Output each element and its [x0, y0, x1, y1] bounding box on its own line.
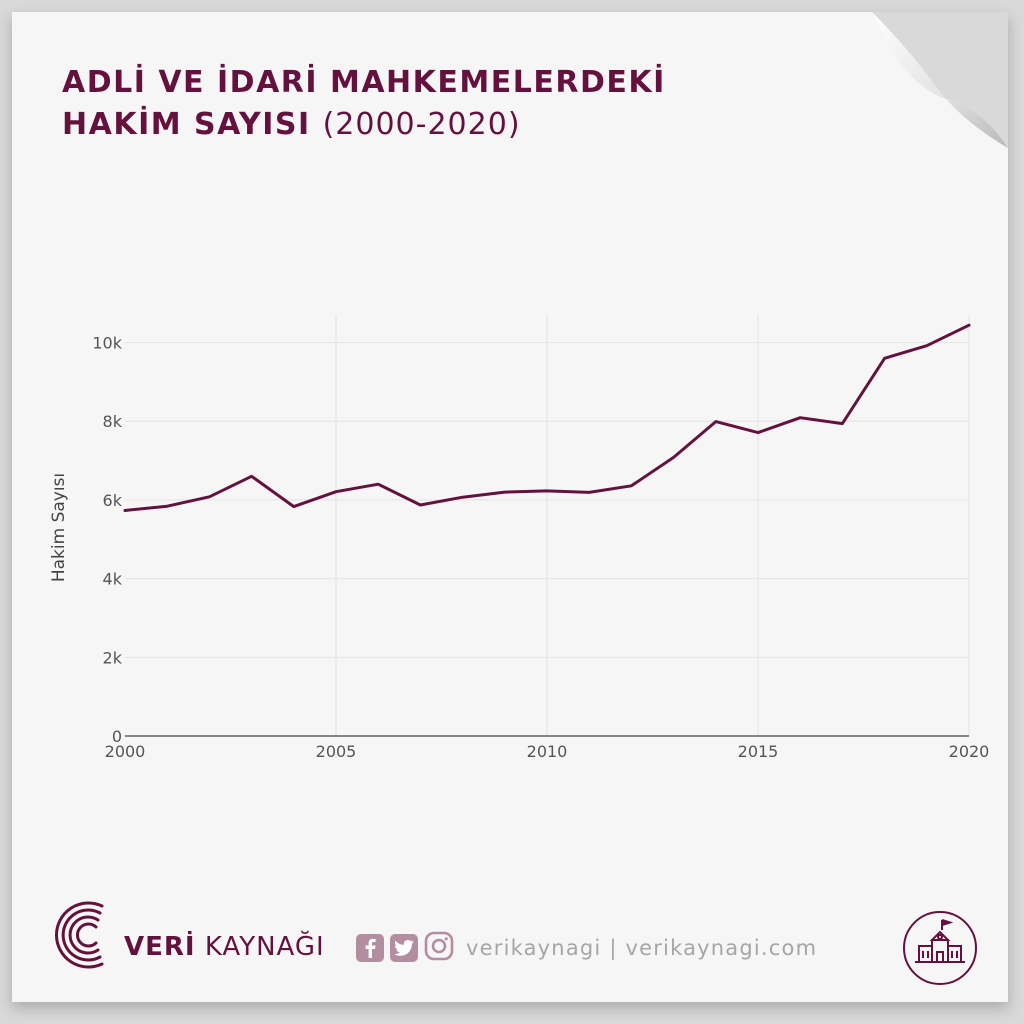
y-tick-label: 4k — [103, 570, 123, 589]
chart-title: ADLİ VE İDARİ MAHKEMELERDEKİ HAKİM SAYIS… — [62, 62, 666, 146]
twitter-icon[interactable] — [390, 934, 418, 962]
brand-logo: VERİ KAYNAĞI — [40, 900, 324, 970]
logo-arcs-icon — [54, 901, 104, 969]
y-axis-label: Hakim Sayısı — [49, 473, 69, 582]
x-axis-ticks: 2000 2005 2010 2015 2020 — [105, 742, 990, 761]
x-tick-label: 2000 — [105, 742, 146, 761]
y-tick-label: 8k — [103, 412, 123, 431]
y-tick-label: 2k — [103, 648, 123, 667]
x-tick-label: 2005 — [316, 742, 357, 761]
logo-wordmark: VERİ KAYNAĞI — [124, 932, 325, 962]
y-tick-label: 6k — [103, 491, 123, 510]
y-tick-label: 10k — [92, 334, 122, 353]
logo-bold-text: VERİ — [124, 932, 196, 962]
social-bar: verikaynagi | verikaynagi.com — [356, 931, 818, 966]
title-line-2: HAKİM SAYISI (2000-2020) — [62, 104, 666, 146]
series-group — [123, 323, 971, 512]
title-subtitle: (2000-2020) — [322, 107, 521, 142]
title-line-1: ADLİ VE İDARİ MAHKEMELERDEKİ — [62, 65, 666, 100]
x-tick-label: 2015 — [738, 742, 779, 761]
x-tick-label: 2010 — [527, 742, 568, 761]
instagram-icon[interactable] — [424, 931, 454, 966]
x-tick-label: 2020 — [949, 742, 990, 761]
social-handle-text: verikaynagi | verikaynagi.com — [466, 936, 818, 960]
series-line-hakim-sayisi — [123, 323, 971, 512]
y-tick-label: 0 — [112, 727, 122, 746]
courthouse-icon — [903, 911, 977, 985]
y-axis-ticks: 0 2k 4k 6k 8k 10k — [92, 334, 122, 746]
title-line-2-text: HAKİM SAYISI — [62, 107, 311, 142]
grid-lines — [125, 315, 970, 736]
paper-background — [12, 12, 1008, 1002]
logo-rest-text: KAYNAĞI — [204, 932, 325, 962]
facebook-icon[interactable] — [356, 934, 384, 962]
